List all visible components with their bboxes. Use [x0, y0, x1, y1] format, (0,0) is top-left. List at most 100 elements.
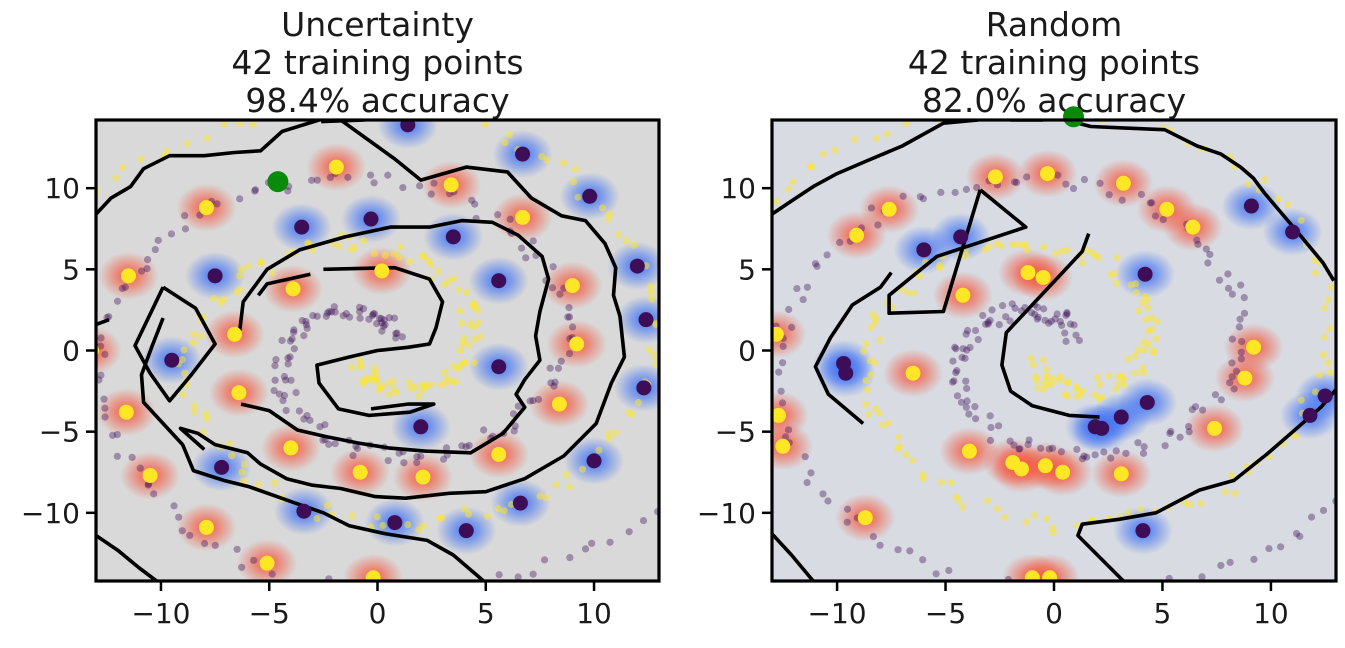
data-point: [1100, 448, 1108, 456]
training-point: [586, 453, 602, 469]
data-point: [371, 364, 379, 372]
data-point: [319, 436, 327, 444]
data-point: [962, 377, 970, 385]
data-point: [1078, 259, 1086, 267]
data-point: [807, 469, 815, 477]
x-tick-label: −10: [131, 597, 190, 630]
data-point: [439, 455, 448, 463]
data-point: [979, 311, 987, 320]
data-point: [1145, 327, 1153, 335]
title-line: 98.4% accuracy: [245, 81, 509, 120]
data-point: [378, 319, 386, 327]
y-tick-label: 10: [720, 172, 756, 205]
training-point: [1135, 523, 1151, 539]
data-point: [1151, 212, 1160, 220]
data-point: [559, 159, 568, 167]
y-tick-label: 5: [62, 253, 80, 286]
training-point: [164, 352, 180, 368]
data-point: [1054, 171, 1062, 179]
data-point: [303, 411, 311, 420]
data-point: [962, 403, 970, 411]
data-point: [97, 334, 105, 342]
data-point: [167, 230, 176, 238]
data-point: [547, 379, 555, 387]
data-point: [118, 163, 127, 171]
training-point: [638, 312, 654, 328]
data-point: [384, 171, 392, 179]
data-point: [574, 193, 582, 201]
data-point: [288, 335, 296, 343]
data-point: [477, 333, 485, 341]
data-point: [772, 197, 780, 205]
training-point: [415, 469, 431, 485]
data-point: [871, 359, 879, 367]
data-point: [1284, 200, 1292, 209]
heat-blob: [772, 422, 813, 471]
training-point: [512, 495, 528, 511]
data-point: [1069, 184, 1078, 193]
data-point: [788, 323, 796, 331]
data-point: [510, 427, 518, 435]
data-point: [894, 546, 902, 554]
data-point: [1033, 315, 1041, 323]
data-point: [270, 386, 278, 395]
data-point: [378, 327, 386, 335]
data-point: [458, 319, 466, 327]
data-point: [1047, 317, 1055, 325]
x-tick-label: 5: [1154, 597, 1172, 630]
data-point: [370, 179, 378, 187]
data-point: [1010, 441, 1018, 449]
y-tick-label: 10: [44, 172, 80, 205]
data-point: [196, 332, 205, 340]
y-tick-label: 0: [62, 335, 80, 368]
data-point: [189, 339, 197, 347]
data-point: [1075, 336, 1084, 345]
data-point: [1105, 191, 1113, 199]
data-point: [879, 421, 887, 429]
data-point: [1226, 558, 1234, 566]
data-point: [1012, 178, 1021, 186]
data-point: [789, 178, 797, 186]
data-point: [1016, 445, 1024, 453]
training-point: [1159, 201, 1175, 217]
data-point: [894, 445, 902, 453]
decision-boundary: [139, 317, 485, 581]
data-point: [777, 387, 785, 395]
data-point: [606, 538, 614, 546]
data-point: [380, 316, 388, 324]
data-point: [1228, 472, 1236, 480]
training-point: [198, 200, 214, 216]
data-point: [1096, 179, 1104, 187]
data-point: [514, 402, 522, 410]
data-point: [385, 314, 393, 322]
data-point: [1159, 215, 1167, 224]
training-point: [259, 555, 275, 571]
data-point: [295, 407, 303, 415]
data-point: [823, 251, 831, 259]
data-point: [546, 364, 554, 372]
decision-boundary: [772, 532, 815, 581]
data-point: [1228, 359, 1236, 367]
decision-boundary: [772, 120, 979, 216]
data-point: [570, 178, 578, 186]
y-tick-label: −10: [21, 497, 80, 530]
data-point: [1045, 445, 1053, 453]
data-point: [803, 283, 811, 291]
training-point: [120, 268, 136, 284]
data-point: [251, 187, 259, 195]
data-point: [143, 265, 151, 273]
data-point: [1043, 372, 1051, 381]
training-point: [582, 188, 598, 204]
data-point: [1150, 348, 1159, 356]
data-point: [612, 429, 620, 437]
data-point: [506, 215, 514, 223]
training-point: [285, 281, 301, 297]
data-point: [100, 395, 108, 403]
data-point: [1107, 454, 1115, 462]
data-point: [986, 436, 995, 444]
data-point: [1057, 448, 1066, 456]
data-point: [150, 490, 158, 498]
data-point: [415, 392, 423, 400]
data-point: [951, 188, 959, 197]
data-point: [113, 430, 121, 439]
